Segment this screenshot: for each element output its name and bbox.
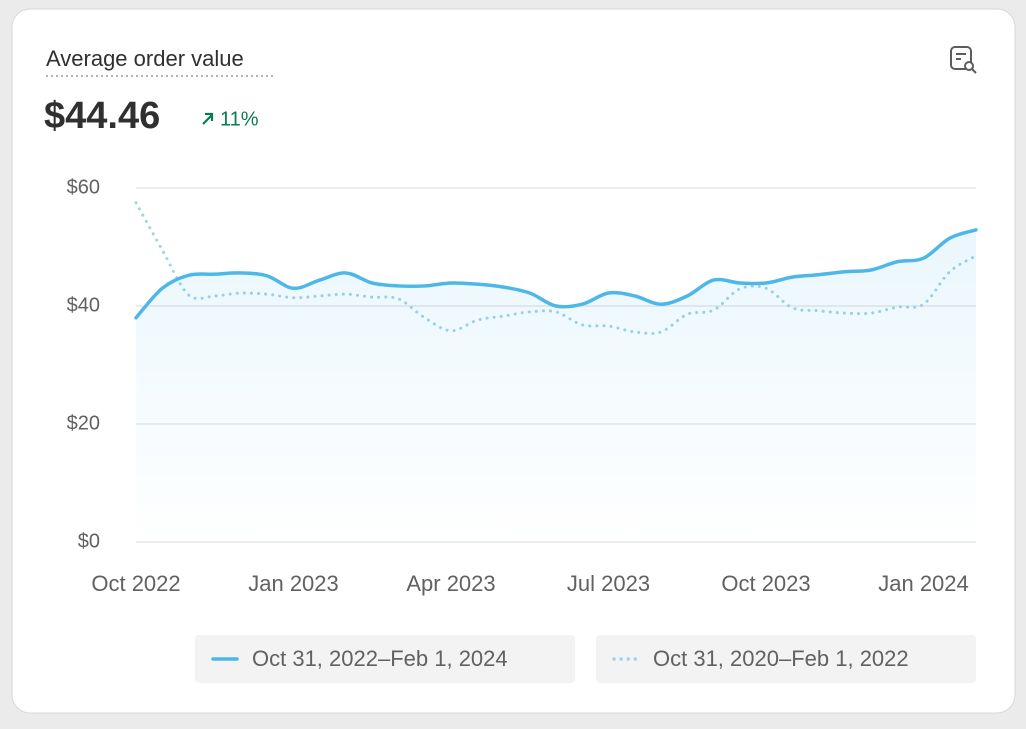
x-tick-label: Jul 2023	[567, 571, 650, 596]
y-tick-label: $20	[67, 412, 100, 434]
metric-value: $44.46	[44, 95, 160, 137]
legend-item[interactable]	[596, 635, 976, 683]
series-line	[134, 228, 978, 320]
x-tick-label: Jan 2024	[878, 571, 969, 596]
x-tick-label: Apr 2023	[406, 571, 495, 596]
x-tick-label: Jan 2023	[248, 571, 339, 596]
area	[136, 229, 976, 542]
legend: Oct 31, 2022–Feb 1, 2024 Oct 31, 2020–Feb…	[195, 635, 976, 683]
legend-item[interactable]	[195, 635, 575, 683]
x-tick-label: Oct 2022	[91, 571, 180, 596]
change: 11%	[220, 108, 259, 130]
legend-label: Oct 31, 2022–Feb 1, 2024	[252, 646, 508, 671]
card-title[interactable]: Average order value	[46, 46, 244, 71]
up-arrow	[202, 112, 214, 125]
y-tick-label: $0	[78, 530, 100, 552]
legend-label: Oct 31, 2020–Feb 1, 2022	[653, 646, 909, 671]
y-tick-label: $60	[67, 176, 100, 198]
x-tick-label: Oct 2023	[721, 571, 810, 596]
explore-icon[interactable]	[950, 46, 977, 74]
y-tick-label: $40	[67, 294, 100, 316]
